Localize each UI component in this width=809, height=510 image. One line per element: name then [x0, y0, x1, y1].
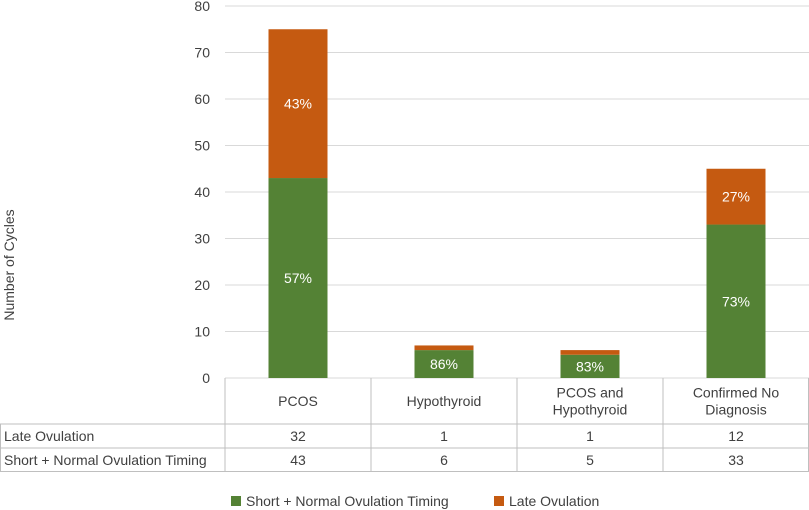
- table-cell: 6: [440, 452, 448, 468]
- y-axis-ticks: 0 10 20 30 40 50 60 70 80: [194, 0, 210, 386]
- bar-late-ovulation: [414, 345, 474, 351]
- y-tick-label: 0: [202, 370, 210, 386]
- legend-swatch: [494, 496, 504, 506]
- table-cell: 1: [440, 428, 448, 444]
- y-tick-label: 80: [194, 0, 210, 14]
- x-category-label: PCOS: [278, 393, 318, 409]
- table-cell: 43: [290, 452, 306, 468]
- y-tick-label: 30: [194, 231, 210, 247]
- bar-late-ovulation: [560, 350, 620, 355]
- table-cell: 5: [586, 452, 594, 468]
- bar-short-normal: [268, 178, 328, 378]
- x-category-label: Confirmed No: [693, 385, 780, 401]
- bar-short-normal: [706, 224, 766, 378]
- legend-swatch: [231, 496, 241, 506]
- table-cell: 33: [728, 452, 744, 468]
- bar-data-label: 86%: [430, 356, 458, 372]
- legend-label: Short + Normal Ovulation Timing: [246, 493, 449, 509]
- table-row-label: Late Ovulation: [4, 428, 94, 444]
- table-row-label: Short + Normal Ovulation Timing: [4, 452, 207, 468]
- bar-data-labels: 57% 43% 86% 83% 73% 27%: [284, 96, 750, 375]
- table-cell: 12: [728, 428, 744, 444]
- legend-label: Late Ovulation: [509, 493, 599, 509]
- bars: [268, 29, 766, 378]
- y-tick-label: 50: [194, 138, 210, 154]
- bar-data-label: 27%: [722, 189, 750, 205]
- y-tick-label: 60: [194, 91, 210, 107]
- legend: Short + Normal Ovulation Timing Late Ovul…: [231, 493, 599, 509]
- bar-data-label: 43%: [284, 96, 312, 112]
- y-axis-label: Number of Cycles: [1, 209, 17, 320]
- table-cell: 32: [290, 428, 306, 444]
- x-category-label: Hypothyroid: [553, 402, 628, 418]
- x-category-label: Diagnosis: [705, 402, 766, 418]
- y-tick-label: 70: [194, 45, 210, 61]
- x-category-label: Hypothyroid: [407, 393, 482, 409]
- y-tick-label: 10: [194, 324, 210, 340]
- bar-late-ovulation: [268, 29, 328, 179]
- bar-data-label: 83%: [576, 358, 604, 374]
- bar-late-ovulation: [706, 168, 766, 225]
- table-cell: 1: [586, 428, 594, 444]
- bar-short-normal: [414, 350, 474, 378]
- bar-data-label: 57%: [284, 270, 312, 286]
- bar-data-label: 73%: [722, 293, 750, 309]
- y-tick-label: 40: [194, 184, 210, 200]
- x-category-label: PCOS and: [557, 385, 624, 401]
- bar-short-normal: [560, 354, 620, 378]
- y-tick-label: 20: [194, 277, 210, 293]
